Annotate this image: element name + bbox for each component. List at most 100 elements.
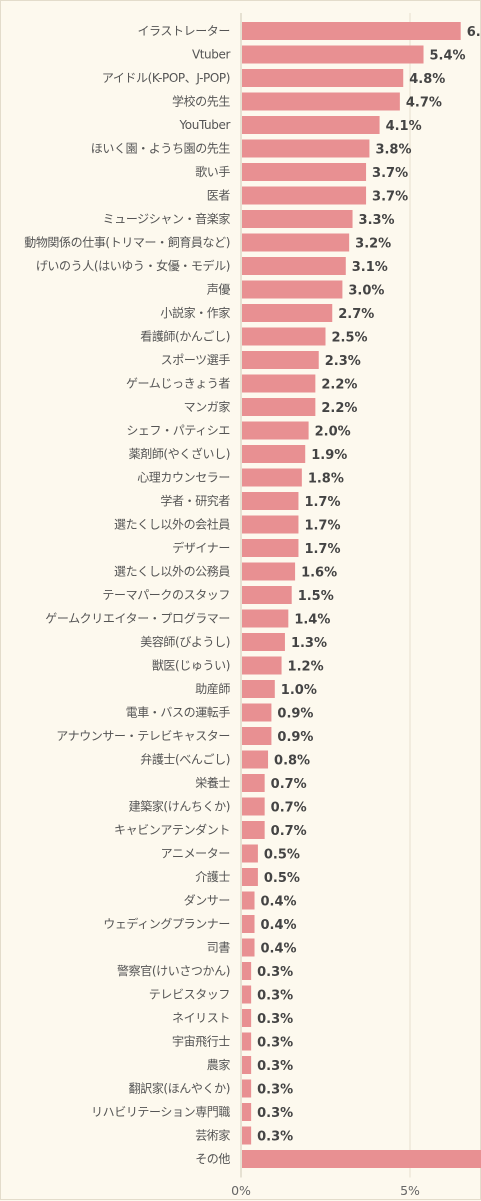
bar bbox=[242, 139, 370, 158]
value-label: 0.3% bbox=[257, 1012, 293, 1027]
bar bbox=[242, 1056, 252, 1074]
category-label: 声優 bbox=[207, 283, 231, 297]
bar bbox=[242, 468, 302, 487]
value-label: 2.0% bbox=[315, 425, 351, 440]
value-label: 0.3% bbox=[257, 1059, 293, 1074]
value-label: 2.2% bbox=[321, 401, 357, 416]
value-label: 3.8% bbox=[375, 143, 411, 158]
value-label: 6.5% bbox=[467, 25, 481, 40]
value-label: 0.4% bbox=[261, 895, 297, 910]
value-label: 5.4% bbox=[430, 49, 466, 64]
bar bbox=[242, 1079, 252, 1098]
category-label: 農家 bbox=[207, 1057, 231, 1072]
category-label-layer: イラストレーター Vtuber アイドル(K-POP、J-POP) 学校の先生 YouT… bbox=[24, 24, 231, 1166]
bar bbox=[242, 374, 316, 393]
value-label: 1.6% bbox=[301, 566, 337, 581]
bar bbox=[242, 539, 299, 557]
value-label: 0.5% bbox=[264, 871, 300, 886]
category-label: アナウンサー・テレビキャスター bbox=[56, 729, 230, 743]
category-label: 栄養士 bbox=[195, 775, 230, 790]
bar bbox=[242, 844, 258, 863]
category-label: ネイリスト bbox=[172, 1011, 230, 1025]
bar bbox=[242, 69, 404, 87]
x-tick-layer: 0%5%10% bbox=[231, 1183, 420, 1198]
bar bbox=[242, 445, 306, 463]
category-label: 建築家(けんちくか) bbox=[129, 799, 230, 814]
value-label: 0.9% bbox=[277, 730, 313, 745]
category-label: 選たくし以外の公務員 bbox=[114, 565, 230, 579]
value-label: 1.7% bbox=[304, 519, 340, 534]
category-label: ほいく園・ようち園の先生 bbox=[91, 142, 231, 156]
category-label: 宇宙飛行士 bbox=[172, 1034, 230, 1049]
bar bbox=[242, 1009, 252, 1027]
value-label: 0.5% bbox=[264, 848, 300, 863]
category-label: シェフ・パティシエ bbox=[126, 424, 230, 438]
category-label: 小説家・作家 bbox=[160, 305, 230, 320]
value-label: 0.3% bbox=[257, 1083, 293, 1098]
value-label: 0.7% bbox=[271, 824, 307, 839]
category-label: 芸術家 bbox=[195, 1128, 230, 1143]
bar bbox=[242, 868, 258, 886]
category-label: 電車・バスの運転手 bbox=[126, 706, 231, 720]
value-label: 1.9% bbox=[311, 448, 347, 463]
value-label: 3.7% bbox=[372, 190, 408, 205]
bar bbox=[242, 515, 299, 534]
value-label: 0.9% bbox=[277, 707, 313, 722]
value-label: 1.3% bbox=[291, 636, 327, 651]
bar bbox=[242, 492, 299, 510]
category-label: 選たくし以外の会社員 bbox=[114, 517, 230, 532]
category-label: テレビスタッフ bbox=[149, 988, 230, 1002]
bar bbox=[242, 210, 353, 228]
value-label: 4.8% bbox=[409, 72, 445, 87]
value-label: 1.7% bbox=[304, 542, 340, 557]
bar bbox=[242, 304, 333, 322]
category-label: キャビンアテンダント bbox=[114, 822, 230, 837]
value-label: 4.7% bbox=[406, 96, 442, 111]
bar bbox=[242, 985, 252, 1004]
bar bbox=[242, 962, 252, 980]
value-label: 0.8% bbox=[274, 754, 310, 769]
bar bbox=[242, 938, 255, 957]
category-label: スポーツ選手 bbox=[161, 353, 231, 367]
category-label: ミュージシャン・音楽家 bbox=[103, 211, 231, 226]
value-label: 2.5% bbox=[332, 331, 368, 346]
category-label: その他 bbox=[195, 1152, 230, 1166]
value-label: 0.4% bbox=[261, 942, 297, 957]
value-label: 1.5% bbox=[298, 589, 334, 604]
bar bbox=[242, 609, 289, 628]
category-label: ゲームクリエイター・プログラマー bbox=[45, 612, 230, 626]
bar bbox=[242, 586, 292, 604]
bar bbox=[242, 421, 309, 440]
bar bbox=[242, 703, 272, 722]
bar bbox=[242, 633, 285, 651]
value-label: 1.8% bbox=[308, 472, 344, 487]
category-label: YouTuber bbox=[178, 118, 230, 132]
bar bbox=[242, 680, 275, 698]
bar bbox=[242, 22, 461, 40]
bar bbox=[242, 891, 255, 910]
category-label: 看護師(かんごし) bbox=[140, 329, 230, 344]
grid-layer bbox=[240, 13, 411, 1178]
bar bbox=[242, 351, 319, 369]
category-label: 学校の先生 bbox=[172, 94, 230, 109]
bar bbox=[242, 1103, 252, 1121]
bar bbox=[242, 233, 350, 252]
value-label: 1.7% bbox=[304, 495, 340, 510]
bar bbox=[242, 821, 265, 839]
category-label: 医者 bbox=[207, 189, 231, 203]
category-label: テーマパークのスタッフ bbox=[102, 588, 230, 602]
category-label: リハビリテーション専門職 bbox=[91, 1105, 230, 1119]
category-label: デザイナー bbox=[172, 540, 230, 555]
value-label: 3.1% bbox=[352, 260, 388, 275]
value-label: 0.3% bbox=[257, 1036, 293, 1051]
category-label: 弁護士(べんごし) bbox=[140, 752, 230, 767]
value-label-layer: 6.5%5.4% 4.8% 4.7% 4.1% 3.8% 3.7% 3.7% 3.3% 3.2%… bbox=[257, 25, 481, 1145]
bar bbox=[242, 45, 424, 64]
category-label: 助産師 bbox=[195, 681, 230, 696]
bar bbox=[242, 163, 367, 181]
bar bbox=[242, 750, 269, 769]
category-label: げいのう人(はいゆう・女優・モデル) bbox=[36, 258, 230, 273]
value-label: 2.2% bbox=[321, 378, 357, 393]
category-label: 司書 bbox=[207, 941, 231, 955]
